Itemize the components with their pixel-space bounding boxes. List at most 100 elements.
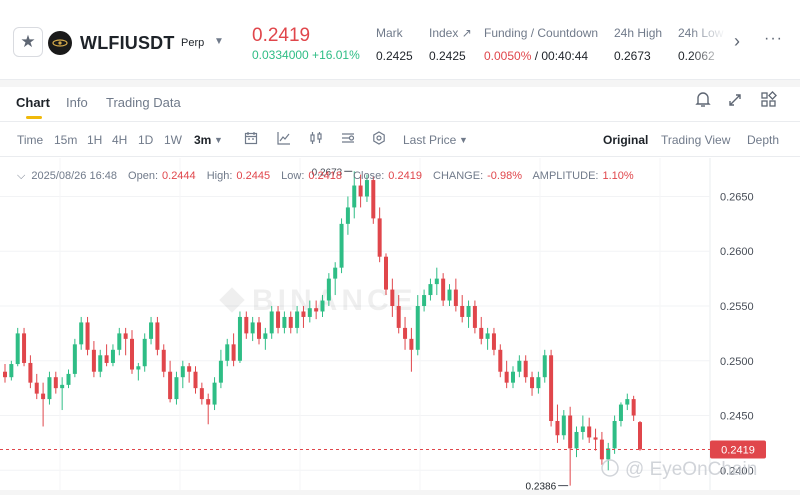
candle-body [536, 377, 541, 389]
candlestick-chart[interactable]: BINANCE 0.2650 0.2600 0.2550 0.2500 0.2450 0.… [0, 158, 800, 493]
candle-body [345, 207, 350, 224]
interval-1h[interactable]: 1H [87, 133, 103, 147]
candle-body [155, 322, 160, 350]
stat-label: Funding / Countdown [484, 26, 599, 40]
stat-mark: Mark 0.2425 [376, 26, 413, 63]
interval-1d[interactable]: 1D [138, 133, 154, 147]
funding-rate: 0.0050% [484, 49, 532, 63]
candle-body [618, 404, 623, 421]
indicator-line-icon[interactable] [277, 131, 291, 148]
source-watermark: @ EyeOnChain [601, 459, 757, 480]
candle-body [358, 185, 363, 197]
chevron-right-icon[interactable]: › [734, 31, 740, 51]
candle-body [193, 371, 198, 389]
high-value: 0.2445 [236, 170, 271, 182]
price-type-select[interactable]: Last Price [403, 133, 457, 147]
candle-body [117, 333, 122, 350]
candle-body [555, 421, 560, 436]
y-tick-label: 0.2450 [720, 411, 754, 423]
stat-value: 0.2673 [614, 49, 651, 63]
low-marker-label: 0.2386 [526, 482, 557, 490]
candle-body [218, 360, 223, 383]
tab-chart[interactable]: Chart [16, 95, 50, 110]
candle-body [333, 267, 338, 279]
candle-body [250, 322, 255, 334]
low-value: 0.2418 [308, 170, 343, 182]
view-depth[interactable]: Depth [747, 133, 780, 147]
candle-body [225, 344, 230, 361]
open-value: 0.2444 [162, 170, 196, 182]
candle-body [631, 399, 636, 416]
interval-15m[interactable]: 15m [54, 133, 78, 147]
symbol-name[interactable]: WLFIUSDT [80, 33, 175, 53]
favorite-star-icon[interactable]: ★ [13, 27, 43, 57]
last-price: 0.2419 [252, 25, 311, 46]
more-options-icon[interactable]: ··· [764, 30, 783, 47]
gear-icon[interactable] [372, 131, 386, 148]
view-original[interactable]: Original [603, 133, 649, 147]
candle-body [561, 415, 566, 436]
candle-body [276, 311, 281, 328]
layout-grid-icon[interactable] [760, 90, 778, 113]
interval-time[interactable]: Time [17, 133, 44, 147]
candle-body [98, 355, 103, 372]
tab-info[interactable]: Info [66, 95, 88, 110]
bell-icon[interactable] [695, 90, 711, 113]
candle-body [384, 256, 388, 290]
candle-body [110, 349, 115, 363]
stat-24h-high: 24h High 0.2673 [614, 26, 662, 63]
tab-trading-data[interactable]: Trading Data [106, 95, 181, 110]
active-tab-indicator [26, 116, 42, 119]
contract-type-label[interactable]: Perp [181, 37, 205, 49]
expand-icon[interactable] [727, 90, 743, 113]
candle-body [85, 322, 90, 350]
low-label: Low: [281, 170, 305, 182]
interval-4h[interactable]: 4H [112, 133, 128, 147]
candle-body [142, 338, 147, 367]
candle-body [523, 360, 528, 378]
chart-settings-icon[interactable] [341, 131, 355, 148]
candle-body [263, 333, 268, 339]
high-low-markers: 0.2673 0.2386 [312, 167, 569, 493]
interval-dropdown-caret-icon[interactable]: ▼ [214, 135, 223, 145]
candle-body [485, 333, 490, 339]
interval-3m[interactable]: 3m [194, 133, 212, 147]
price-axis: 0.2650 0.2600 0.2550 0.2500 0.2450 0.2400 [720, 191, 754, 477]
candle-body [237, 316, 242, 361]
close-label: Close: [353, 170, 385, 182]
candle-body [282, 316, 287, 328]
candle-body [231, 344, 236, 361]
high-marker-label: 0.2673 [312, 167, 343, 178]
amplitude-label: AMPLITUDE: [532, 170, 599, 182]
y-tick-label: 0.2650 [720, 191, 754, 203]
candle-body [66, 373, 71, 385]
candle-body [403, 327, 408, 339]
close-value: 0.2419 [388, 170, 422, 182]
chart-canvas[interactable]: BINANCE 0.26500.26000.25500.25000.24500.… [0, 158, 800, 493]
candle-body [34, 382, 39, 394]
candle-body [187, 366, 192, 372]
candle-body [466, 306, 471, 317]
candle-style-icon[interactable] [309, 131, 323, 148]
candle-body [352, 185, 357, 208]
funding-countdown: / 00:40:44 [531, 49, 589, 63]
candle-body [314, 308, 319, 312]
candle-body [491, 333, 496, 350]
candle-body [295, 311, 300, 328]
collapse-caret-icon[interactable]: ⌵ [17, 170, 26, 182]
calendar-icon[interactable] [244, 131, 258, 148]
interval-1w[interactable]: 1W [164, 133, 182, 147]
candle-body [377, 218, 382, 257]
candle-body [606, 448, 611, 460]
candle-body [479, 327, 484, 339]
price-type-caret-icon[interactable]: ▼ [459, 135, 468, 145]
stat-index[interactable]: Index ↗ 0.2425 [429, 26, 472, 63]
symbol-dropdown-caret-icon[interactable]: ▼ [214, 36, 224, 47]
view-trading-view[interactable]: Trading View [661, 133, 731, 147]
stat-value: 0.0050% / 00:40:44 [484, 49, 598, 63]
ticker-header: ★ WLFIUSDT Perp ▼ 0.2419 0.0334000 +16.0… [0, 0, 800, 80]
price-change: 0.0334000 +16.01% [252, 48, 360, 62]
candle-body [168, 371, 173, 400]
candle-body [130, 338, 134, 370]
candle-body [212, 382, 217, 405]
